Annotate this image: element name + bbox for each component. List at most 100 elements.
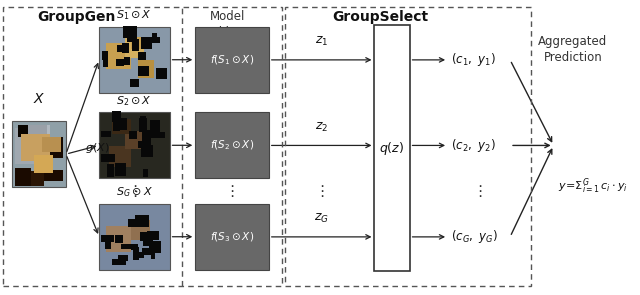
FancyBboxPatch shape bbox=[102, 235, 115, 242]
FancyBboxPatch shape bbox=[195, 27, 269, 93]
FancyBboxPatch shape bbox=[143, 237, 150, 246]
Text: $(c_1,\ y_1)$: $(c_1,\ y_1)$ bbox=[451, 51, 496, 68]
Text: ⋮: ⋮ bbox=[472, 184, 488, 199]
FancyBboxPatch shape bbox=[122, 244, 132, 250]
FancyBboxPatch shape bbox=[138, 65, 148, 76]
FancyBboxPatch shape bbox=[106, 43, 131, 69]
Text: $S_1\odot X$: $S_1\odot X$ bbox=[116, 8, 152, 22]
FancyBboxPatch shape bbox=[44, 170, 63, 181]
FancyBboxPatch shape bbox=[115, 235, 123, 243]
FancyBboxPatch shape bbox=[128, 219, 140, 227]
FancyBboxPatch shape bbox=[138, 53, 146, 60]
FancyBboxPatch shape bbox=[152, 37, 160, 43]
FancyBboxPatch shape bbox=[149, 241, 161, 253]
FancyBboxPatch shape bbox=[116, 59, 122, 66]
FancyBboxPatch shape bbox=[131, 220, 150, 240]
Text: $(c_G,\ y_G)$: $(c_G,\ y_G)$ bbox=[451, 228, 498, 245]
FancyBboxPatch shape bbox=[140, 232, 154, 241]
FancyBboxPatch shape bbox=[118, 122, 127, 130]
Text: GroupGen: GroupGen bbox=[38, 10, 116, 24]
FancyBboxPatch shape bbox=[131, 37, 150, 49]
FancyBboxPatch shape bbox=[150, 120, 160, 134]
FancyBboxPatch shape bbox=[50, 137, 63, 158]
FancyBboxPatch shape bbox=[112, 259, 125, 265]
FancyBboxPatch shape bbox=[15, 168, 31, 186]
FancyBboxPatch shape bbox=[124, 57, 131, 65]
Text: Model
Backbone: Model Backbone bbox=[198, 10, 256, 39]
FancyBboxPatch shape bbox=[18, 125, 28, 137]
FancyBboxPatch shape bbox=[113, 118, 127, 123]
Text: $q(z)$: $q(z)$ bbox=[380, 140, 404, 157]
FancyBboxPatch shape bbox=[138, 60, 154, 78]
FancyBboxPatch shape bbox=[136, 252, 145, 258]
FancyBboxPatch shape bbox=[21, 125, 47, 140]
FancyBboxPatch shape bbox=[135, 214, 148, 227]
FancyBboxPatch shape bbox=[125, 37, 144, 58]
FancyBboxPatch shape bbox=[112, 119, 131, 134]
Text: ⋮: ⋮ bbox=[127, 183, 142, 199]
FancyBboxPatch shape bbox=[150, 245, 155, 258]
FancyBboxPatch shape bbox=[141, 130, 151, 140]
FancyBboxPatch shape bbox=[101, 131, 111, 137]
Text: GroupSelect: GroupSelect bbox=[333, 10, 429, 24]
FancyBboxPatch shape bbox=[147, 231, 151, 240]
FancyBboxPatch shape bbox=[105, 235, 111, 249]
FancyBboxPatch shape bbox=[42, 137, 61, 152]
FancyBboxPatch shape bbox=[21, 134, 50, 161]
FancyBboxPatch shape bbox=[143, 169, 148, 177]
FancyBboxPatch shape bbox=[156, 68, 168, 79]
FancyBboxPatch shape bbox=[34, 125, 50, 149]
FancyBboxPatch shape bbox=[132, 247, 140, 260]
Text: $y\!=\!\Sigma_{i=1}^{G}\,c_i\cdot y_i$: $y\!=\!\Sigma_{i=1}^{G}\,c_i\cdot y_i$ bbox=[558, 176, 628, 196]
FancyBboxPatch shape bbox=[125, 131, 150, 149]
FancyBboxPatch shape bbox=[152, 33, 157, 40]
FancyBboxPatch shape bbox=[155, 132, 166, 138]
FancyBboxPatch shape bbox=[130, 79, 139, 87]
FancyBboxPatch shape bbox=[104, 57, 108, 67]
FancyBboxPatch shape bbox=[131, 244, 138, 250]
FancyBboxPatch shape bbox=[113, 123, 120, 131]
FancyBboxPatch shape bbox=[31, 171, 44, 186]
FancyBboxPatch shape bbox=[142, 248, 152, 255]
FancyBboxPatch shape bbox=[115, 163, 125, 176]
Text: $z_G$: $z_G$ bbox=[314, 212, 329, 225]
FancyBboxPatch shape bbox=[127, 34, 137, 42]
Text: $S_2\odot X$: $S_2\odot X$ bbox=[116, 94, 152, 108]
FancyBboxPatch shape bbox=[195, 204, 269, 270]
FancyBboxPatch shape bbox=[106, 165, 114, 177]
FancyBboxPatch shape bbox=[140, 117, 146, 127]
Text: $f(S_1\odot X)$: $f(S_1\odot X)$ bbox=[210, 53, 254, 67]
FancyBboxPatch shape bbox=[99, 112, 170, 178]
Text: $f(S_3\odot X)$: $f(S_3\odot X)$ bbox=[210, 230, 254, 244]
Text: $g(X)$: $g(X)$ bbox=[85, 141, 109, 155]
FancyBboxPatch shape bbox=[139, 118, 147, 132]
FancyBboxPatch shape bbox=[119, 59, 124, 66]
FancyBboxPatch shape bbox=[106, 226, 131, 252]
FancyBboxPatch shape bbox=[151, 231, 159, 240]
FancyBboxPatch shape bbox=[141, 37, 152, 49]
FancyBboxPatch shape bbox=[122, 43, 129, 53]
FancyBboxPatch shape bbox=[123, 26, 137, 38]
FancyBboxPatch shape bbox=[102, 51, 108, 60]
FancyBboxPatch shape bbox=[132, 40, 139, 47]
FancyBboxPatch shape bbox=[118, 255, 128, 261]
FancyBboxPatch shape bbox=[99, 204, 170, 270]
FancyBboxPatch shape bbox=[374, 25, 410, 271]
FancyBboxPatch shape bbox=[15, 128, 37, 164]
Text: $(c_2,\ y_2)$: $(c_2,\ y_2)$ bbox=[451, 137, 496, 154]
FancyBboxPatch shape bbox=[34, 155, 53, 173]
Text: $z_2$: $z_2$ bbox=[315, 121, 328, 134]
FancyBboxPatch shape bbox=[117, 45, 125, 52]
FancyBboxPatch shape bbox=[129, 131, 138, 139]
FancyBboxPatch shape bbox=[146, 130, 155, 138]
Text: $S_G\odot X$: $S_G\odot X$ bbox=[116, 185, 153, 199]
Text: ⋮: ⋮ bbox=[314, 184, 329, 199]
FancyBboxPatch shape bbox=[12, 121, 66, 187]
Text: $f(S_2\odot X)$: $f(S_2\odot X)$ bbox=[210, 138, 254, 152]
FancyBboxPatch shape bbox=[195, 112, 269, 178]
FancyBboxPatch shape bbox=[109, 146, 131, 167]
Text: $z_1$: $z_1$ bbox=[315, 35, 328, 48]
Text: X: X bbox=[34, 92, 43, 106]
Text: ⋮: ⋮ bbox=[225, 183, 239, 199]
Text: Aggregated
Prediction: Aggregated Prediction bbox=[538, 35, 607, 64]
